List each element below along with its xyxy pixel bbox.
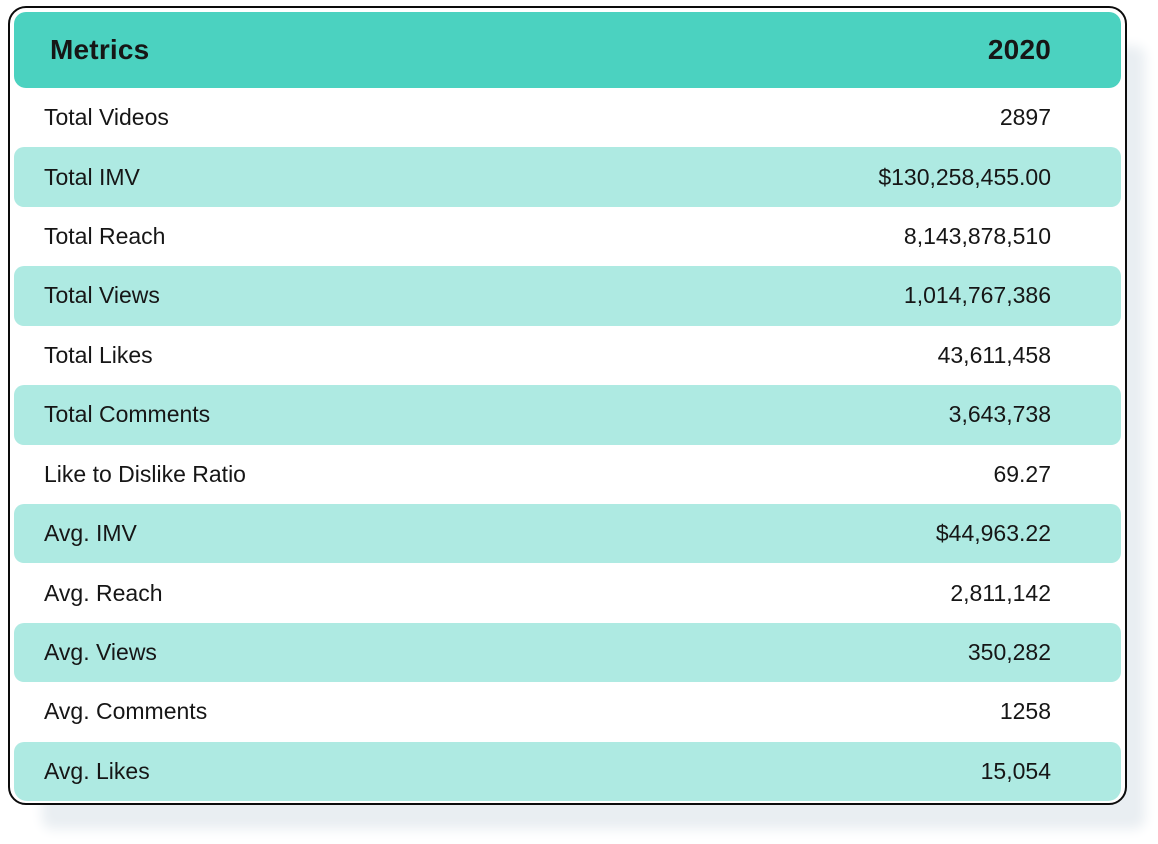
row-metric-label: Total Comments: [44, 401, 211, 428]
table-row: Avg. Likes 15,054: [14, 741, 1121, 802]
table-row: Total Views 1,014,767,386: [14, 266, 1121, 326]
row-metric-label: Avg. Likes: [44, 757, 150, 784]
row-metric-label: Total Videos: [44, 104, 169, 131]
row-metric-label: Total IMV: [44, 163, 140, 190]
header-year-label: 2020: [987, 34, 1051, 65]
row-metric-value: $130,258,455.00: [878, 163, 1051, 190]
row-metric-label: Total Reach: [44, 223, 166, 250]
header-metrics-label: Metrics: [50, 34, 150, 65]
row-metric-value: 3,643,738: [948, 401, 1051, 428]
row-metric-label: Total Likes: [44, 341, 153, 368]
row-metric-value: 350,282: [967, 639, 1051, 665]
table-row: Total Comments 3,643,738: [14, 385, 1121, 445]
row-metric-value: 1,014,767,386: [903, 282, 1051, 309]
row-metric-value: 2897: [999, 104, 1051, 131]
table-body: Total Videos 2897 Total IMV $130,258,455…: [14, 88, 1121, 802]
row-metric-value: 15,054: [980, 757, 1051, 784]
table-row: Avg. Reach 2,811,142: [14, 563, 1121, 623]
row-metric-label: Avg. Comments: [44, 698, 208, 725]
row-metric-label: Avg. IMV: [44, 520, 137, 547]
row-metric-label: Avg. Views: [44, 639, 157, 665]
table-row: Avg. Comments 1258: [14, 682, 1121, 742]
row-metric-value: 69.27: [993, 460, 1051, 487]
table-row: Avg. Views 350,282: [14, 622, 1121, 683]
row-metric-label: Total Views: [44, 282, 160, 309]
table-row: Total Likes 43,611,458: [14, 325, 1121, 386]
row-metric-label: Like to Dislike Ratio: [44, 460, 246, 487]
table-row: Avg. IMV $44,963.22: [14, 503, 1121, 564]
table-header: Metrics 2020: [14, 12, 1121, 88]
table-row: Like to Dislike Ratio 69.27: [14, 444, 1121, 504]
table-row: Total Videos 2897: [14, 88, 1121, 148]
row-metric-value: 1258: [999, 698, 1051, 725]
metrics-table-card: Metrics 2020 Total Videos 2897 Total IMV…: [8, 6, 1127, 805]
row-metric-label: Avg. Reach: [44, 579, 163, 606]
row-metric-value: 43,611,458: [937, 341, 1051, 368]
row-metric-value: 2,811,142: [950, 579, 1051, 606]
row-metric-value: 8,143,878,510: [903, 223, 1051, 250]
table-row: Total Reach 8,143,878,510: [14, 206, 1121, 267]
table-row: Total IMV $130,258,455.00: [14, 147, 1121, 207]
row-metric-value: $44,963.22: [935, 520, 1051, 547]
